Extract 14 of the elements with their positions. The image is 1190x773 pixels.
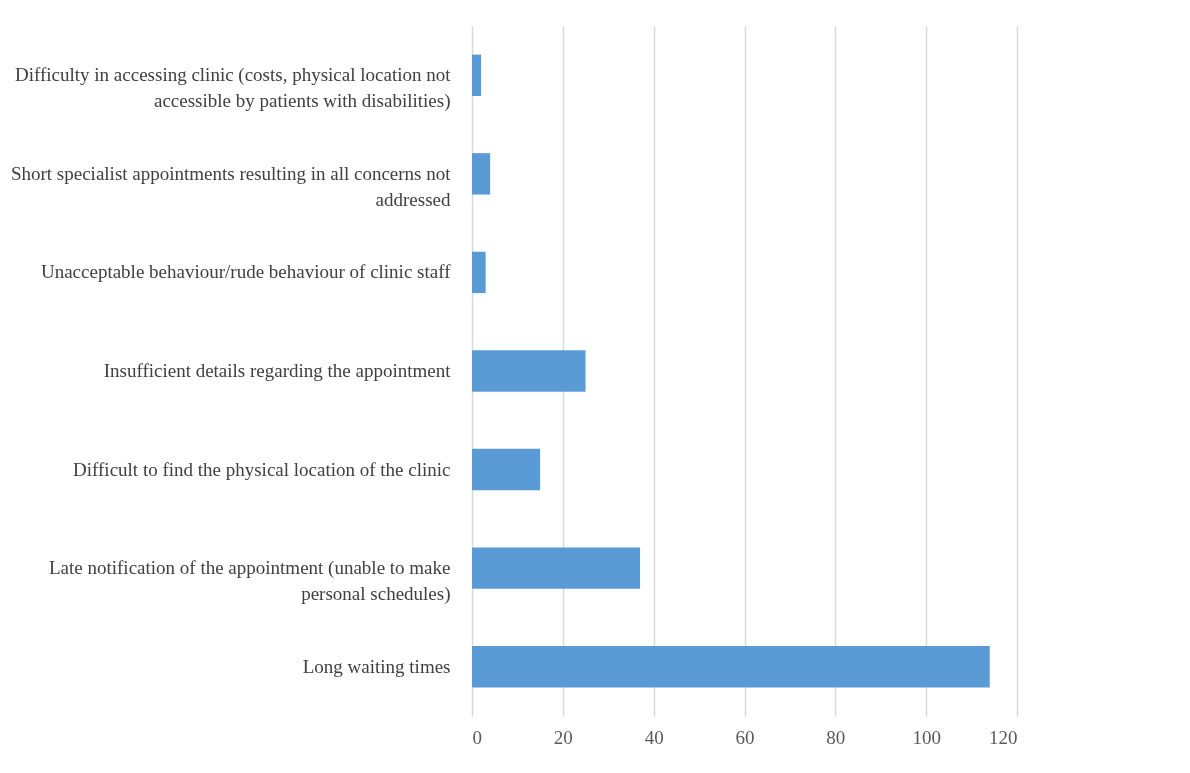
y-tick-label: Long waiting times xyxy=(302,655,451,677)
x-tick-label: 20 xyxy=(553,726,573,748)
x-tick-label: 60 xyxy=(735,726,755,748)
y-tick-label: Late notification of the appointment (unable to make personal schedules) xyxy=(48,557,451,606)
x-tick-label: 40 xyxy=(644,726,664,748)
y-tick-label: Unacceptable behaviour/rude behaviour of clinic staff xyxy=(40,261,452,283)
y-tick-label: Insufficient details regarding the appointment xyxy=(103,360,452,381)
x-tick-label: 100 xyxy=(912,726,941,748)
y-tick-label: Difficult to find the physical location of the clinic xyxy=(73,458,451,480)
y-tick-label: Difficulty in accessing clinic (costs, physical location not accessible by patients with disabilities) xyxy=(15,64,452,113)
x-tick-label: 0 xyxy=(472,726,482,748)
x-tick-label: 80 xyxy=(826,726,846,748)
y-tick-label: Short specialist appointments resulting in all concerns not addressed xyxy=(10,162,452,210)
x-tick-label: 120 xyxy=(989,726,1018,748)
